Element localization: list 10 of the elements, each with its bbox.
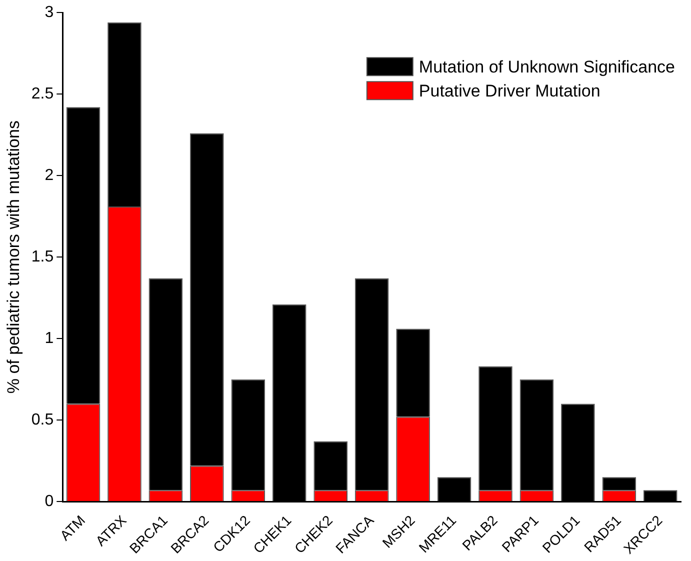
y-tick-label: 2 [44, 166, 54, 184]
y-tick-label: 0.5 [31, 411, 54, 428]
y-tick-label: 1 [44, 330, 54, 347]
y-tick-label: 1.5 [31, 248, 54, 266]
legend-label: Putative Driver Mutation [418, 81, 600, 100]
y-axis-title: % of pediatric tumors with mutations [4, 120, 23, 394]
legend-label: Mutation of Unknown Significance [418, 57, 676, 76]
y-tick-label: 0 [44, 492, 54, 510]
y-tick-label: 2.5 [31, 86, 54, 102]
y-tick-label: 3 [44, 4, 54, 22]
